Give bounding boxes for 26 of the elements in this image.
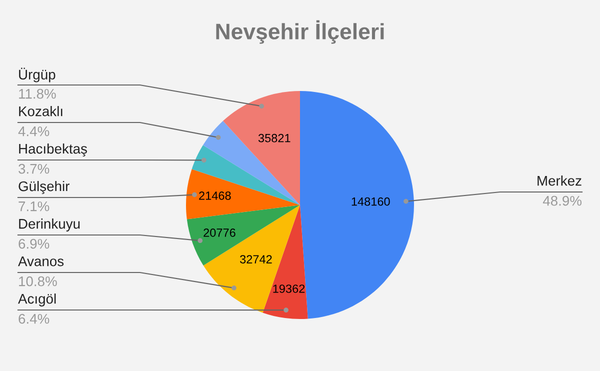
slice-label: Hacıbektaş <box>19 143 87 157</box>
text: 19362 <box>273 284 305 293</box>
pie-slice <box>192 145 300 205</box>
slice-label: Merkez <box>538 176 582 186</box>
data-label: 6.9% <box>18 238 50 249</box>
data-label: 4.4% <box>18 126 50 136</box>
pie-slice <box>186 205 300 266</box>
data-label: 11.8% <box>19 88 56 99</box>
data-label: 3.7% <box>18 164 50 174</box>
chart-title: Nevşehir İlçeleri <box>216 20 384 44</box>
slice-label: Acıgöl <box>18 294 56 306</box>
slice-label: Gülşehir <box>18 180 70 194</box>
text: 35821 <box>258 134 290 142</box>
slice-label: Kozaklı <box>19 106 62 116</box>
slice-label: Ürgüp <box>19 68 56 82</box>
slice-label: Avanos <box>18 256 64 266</box>
text: 148160 <box>352 197 390 206</box>
slice-label: Derinkuyu <box>19 218 80 232</box>
data-label: 48.9% <box>542 196 582 206</box>
pie-slice <box>186 169 300 220</box>
data-label: 10.8% <box>19 276 57 286</box>
text: 20776 <box>204 228 236 237</box>
data-label: 7.1% <box>18 201 50 212</box>
text: 21468 <box>199 191 231 200</box>
data-label: 6.4% <box>18 314 50 324</box>
text: 32742 <box>240 255 272 264</box>
